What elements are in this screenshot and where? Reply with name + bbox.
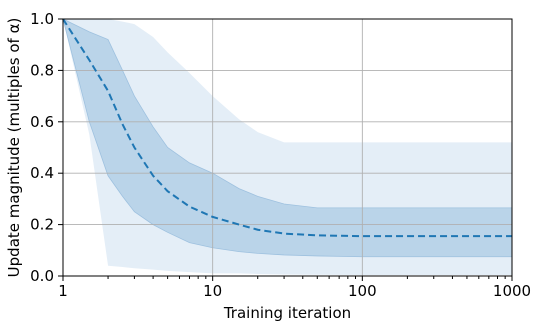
x-axis: 1 10 100 1000 bbox=[58, 276, 531, 300]
grid-layer bbox=[63, 19, 512, 276]
y-tick-label: 0.4 bbox=[30, 164, 54, 182]
y-tick-label: 0.0 bbox=[30, 267, 54, 285]
plot-frame bbox=[62, 18, 513, 277]
median-line bbox=[62, 18, 512, 238]
y-axis: 0.0 0.2 0.4 0.6 0.8 1.0 bbox=[30, 10, 63, 285]
y-tick-label: 0.6 bbox=[30, 113, 54, 131]
y-tick-label: 1.0 bbox=[30, 10, 54, 28]
x-tick-label: 1 bbox=[58, 282, 68, 300]
median-line-layer bbox=[62, 18, 512, 238]
y-axis-label: Update magnitude (multiples of α) bbox=[5, 18, 23, 278]
x-tick-label: 100 bbox=[348, 282, 377, 300]
x-tick-label: 1000 bbox=[493, 282, 531, 300]
y-tick-label: 0.2 bbox=[30, 216, 54, 234]
x-axis-label: Training iteration bbox=[223, 304, 351, 322]
y-tick-label: 0.8 bbox=[30, 61, 54, 79]
x-tick-label: 10 bbox=[203, 282, 222, 300]
